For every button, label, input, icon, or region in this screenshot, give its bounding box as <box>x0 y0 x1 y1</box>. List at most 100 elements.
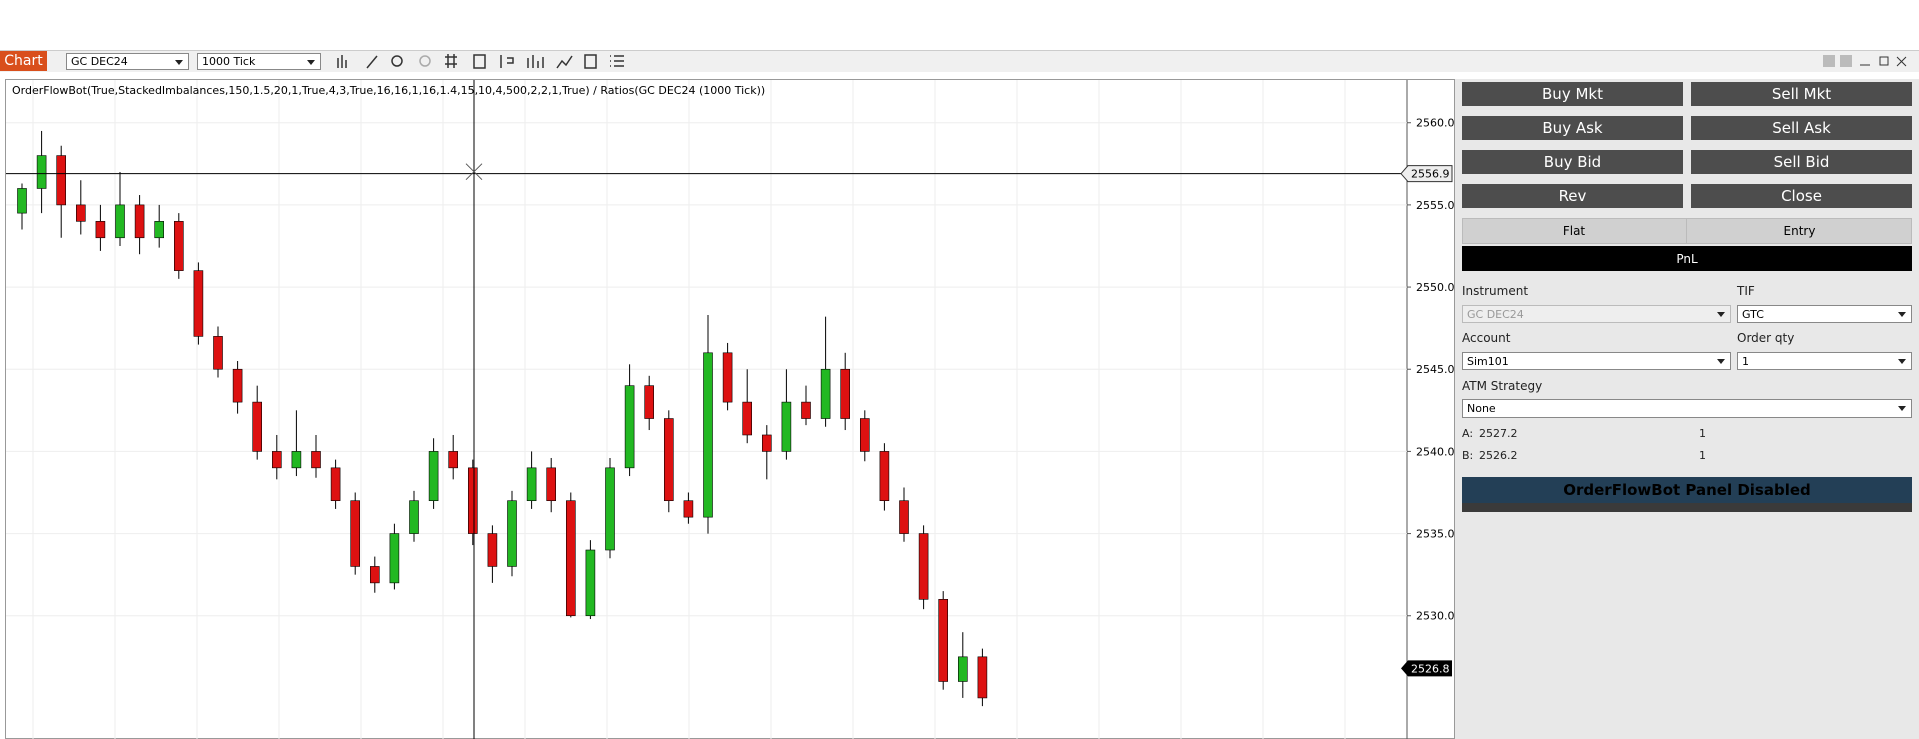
candle-body <box>213 336 223 370</box>
ask-label: A: <box>1462 427 1474 440</box>
window-controls <box>1823 55 1907 67</box>
candle-body <box>859 418 870 452</box>
candle-body <box>56 155 67 206</box>
candle-body <box>801 401 811 419</box>
bid-label: B: <box>1462 449 1474 462</box>
candle-body <box>369 566 380 584</box>
zoom-in-icon[interactable] <box>391 55 403 67</box>
props-icon[interactable] <box>500 55 514 68</box>
candle-body <box>115 204 125 239</box>
candle-body <box>36 155 47 189</box>
y-tick-label: 2550.0 <box>1416 281 1454 294</box>
candle-body <box>840 368 851 419</box>
order-button[interactable]: Close <box>1691 184 1912 208</box>
indicator-label: OrderFlowBot(True,StackedImbalances,150,… <box>12 84 765 97</box>
atm-label: ATM Strategy <box>1462 379 1543 393</box>
panel-banner: OrderFlowBot Panel Disabled <box>1462 477 1912 512</box>
candle-body <box>918 533 929 600</box>
win-btn[interactable] <box>1860 56 1907 67</box>
y-tick-label: 2530.0 <box>1416 610 1454 623</box>
candle-body <box>291 451 302 469</box>
candle-body <box>742 401 753 436</box>
strategy-icon[interactable] <box>556 55 573 69</box>
crosshair-price: 2556.9 <box>1411 168 1450 181</box>
candle-body <box>95 221 106 239</box>
candle-body <box>350 500 361 567</box>
candle-body <box>232 368 243 403</box>
candle-body <box>585 549 596 617</box>
toolbar-icons <box>337 54 624 69</box>
candle-body <box>977 656 988 699</box>
win-btn[interactable] <box>1840 55 1852 67</box>
candle-body <box>781 401 792 452</box>
grid-icon[interactable] <box>445 54 457 68</box>
candle-body <box>193 270 204 337</box>
candle-body <box>448 451 459 469</box>
template-icon[interactable] <box>584 54 597 69</box>
candle-body <box>467 467 478 534</box>
instrument-select[interactable]: GC DEC24 <box>66 53 189 70</box>
ask-price: 2527.2 <box>1479 427 1518 440</box>
candle-body <box>409 500 419 534</box>
bid-qty: 1 <box>1699 449 1706 462</box>
win-btn[interactable] <box>1823 55 1835 67</box>
candle-body <box>330 467 341 502</box>
candle-body <box>252 401 262 452</box>
bars-icon[interactable] <box>337 55 347 68</box>
candle-body <box>938 599 949 682</box>
indicators-icon[interactable] <box>527 55 544 68</box>
tif-label: TIF <box>1737 284 1755 298</box>
bid-price: 2526.2 <box>1479 449 1518 462</box>
candle-body <box>565 500 576 617</box>
list-icon[interactable] <box>610 55 624 67</box>
y-tick-label: 2555.0 <box>1416 199 1454 212</box>
flat-label: Flat <box>1462 218 1687 244</box>
order-button[interactable]: Buy Bid <box>1462 150 1683 174</box>
candle-body <box>17 188 27 214</box>
y-tick-label: 2560.0 <box>1416 117 1454 130</box>
qty-input[interactable]: 1 <box>1737 352 1912 370</box>
candle-body <box>683 500 694 518</box>
candle-body <box>899 500 909 534</box>
candle-body <box>703 352 713 518</box>
candle-body <box>644 385 655 419</box>
candle-body <box>271 451 282 469</box>
account-select[interactable]: Sim101 <box>1462 352 1731 370</box>
position-bar <box>1462 218 1912 244</box>
panel-instrument: GC DEC24 <box>1462 305 1731 323</box>
order-button[interactable]: Buy Mkt <box>1462 82 1683 106</box>
candle-body <box>311 451 321 469</box>
last-price: 2526.8 <box>1411 662 1450 675</box>
order-button[interactable]: Sell Bid <box>1691 150 1912 174</box>
candle-body <box>76 204 86 222</box>
ask-qty: 1 <box>1699 427 1706 440</box>
pnl-bar: PnL <box>1462 246 1912 271</box>
candle-body <box>389 533 400 584</box>
zoom-out-icon[interactable] <box>419 55 431 67</box>
period-select[interactable]: 1000 Tick <box>197 53 321 70</box>
candle-body <box>174 221 184 271</box>
y-tick-label: 2545.0 <box>1416 363 1454 376</box>
candle-body <box>820 368 831 419</box>
candle-body <box>761 434 772 452</box>
tif-select[interactable]: GTC <box>1737 305 1912 323</box>
candle-body <box>663 418 674 502</box>
candle-body <box>605 467 615 551</box>
candle-body <box>526 467 537 502</box>
entry-label: Entry <box>1783 224 1816 238</box>
data-icon[interactable] <box>473 54 486 69</box>
order-button[interactable]: Sell Mkt <box>1691 82 1912 106</box>
atm-select[interactable]: None <box>1462 399 1912 418</box>
chart: OrderFlowBot(True,StackedImbalances,150,… <box>6 80 1454 739</box>
order-button[interactable]: Buy Ask <box>1462 116 1683 140</box>
v-grid <box>32 80 1346 739</box>
order-button[interactable]: Sell Ask <box>1691 116 1912 140</box>
chart-tab[interactable]: Chart <box>0 51 47 71</box>
instrument-label: Instrument <box>1462 284 1529 298</box>
candle-body <box>722 352 733 403</box>
candle-body <box>507 500 517 567</box>
y-tick-label: 2535.0 <box>1416 528 1454 541</box>
draw-icon[interactable] <box>366 55 378 69</box>
order-button[interactable]: Rev <box>1462 184 1683 208</box>
candle-body <box>428 451 439 502</box>
